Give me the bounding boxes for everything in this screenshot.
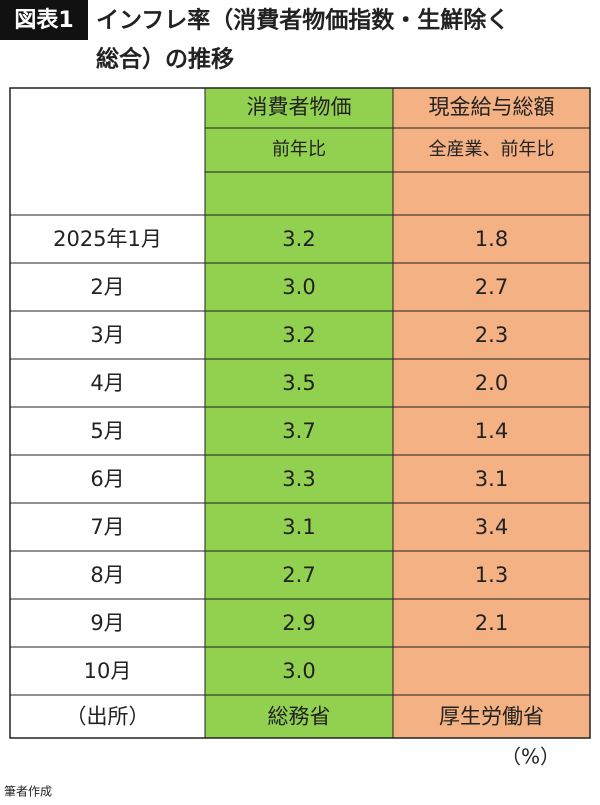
cell [204, 87, 394, 129]
cell [392, 358, 591, 408]
cell [392, 262, 591, 312]
cell [204, 454, 394, 504]
cell [204, 502, 394, 552]
cell [9, 454, 206, 504]
cell-value: 総務省 [268, 705, 331, 729]
cell [392, 171, 591, 216]
cell [392, 214, 591, 264]
cell [392, 502, 591, 552]
cell-value: 1.4 [475, 419, 508, 443]
badge-bg [0, 0, 88, 40]
cell-value: 3.7 [282, 419, 315, 443]
cell-value: 3.3 [282, 467, 315, 491]
cell [204, 310, 394, 360]
unit: （%） [501, 745, 560, 769]
header: 前年比 [272, 139, 326, 160]
header: 全産業、前年比 [429, 139, 555, 160]
cell-value: 3.2 [282, 227, 315, 251]
cell [392, 646, 591, 696]
cell [204, 171, 394, 216]
cell-value: 3.0 [282, 275, 315, 299]
cell [10, 88, 205, 215]
row-label: 9月 [90, 611, 124, 635]
cell-value: 3.0 [282, 659, 315, 683]
cell [204, 127, 394, 173]
row-label: 4月 [90, 371, 124, 395]
cell-value: 2.7 [282, 563, 315, 587]
cell-value: 2.1 [475, 611, 508, 635]
row-label: （出所） [66, 705, 150, 729]
row-label: 2025年1月 [53, 227, 162, 251]
row-label: 3月 [90, 323, 124, 347]
cell [204, 406, 394, 456]
row-label: 7月 [90, 515, 124, 539]
table-border [9, 87, 591, 739]
cell-value: 1.3 [475, 563, 508, 587]
cell [392, 406, 591, 456]
cell [392, 694, 591, 739]
header: 現金給与総額 [429, 95, 555, 119]
badge: 図表1 [14, 8, 73, 33]
cell [392, 310, 591, 360]
cell-value: 厚生労働省 [439, 705, 544, 729]
title-line: インフレ率（消費者物価指数・生鮮除く [96, 7, 509, 34]
cell-value: 2.0 [475, 371, 508, 395]
cell-value: 3.1 [475, 467, 508, 491]
cell [9, 550, 206, 600]
row-label: 2月 [90, 275, 124, 299]
cell-value: 3.2 [282, 323, 315, 347]
header: 消費者物価 [247, 95, 352, 119]
cell-value: 2.3 [475, 323, 508, 347]
cell-value: 2.9 [282, 611, 315, 635]
cell-value: 3.1 [282, 515, 315, 539]
cell [204, 694, 394, 739]
cell [9, 406, 206, 456]
cell [204, 358, 394, 408]
row-label: 8月 [90, 563, 124, 587]
row-label: 10月 [84, 659, 132, 683]
cell [204, 598, 394, 648]
cell-value: 2.7 [475, 275, 508, 299]
cell [204, 262, 394, 312]
cell [9, 502, 206, 552]
title-line: 総合）の推移 [96, 46, 234, 73]
note: 筆者作成 [4, 785, 52, 799]
cell [392, 598, 591, 648]
cell [392, 454, 591, 504]
cell-value: 3.4 [475, 515, 508, 539]
row-label: 5月 [90, 419, 124, 443]
cell-value: 1.8 [475, 227, 508, 251]
cell [9, 358, 206, 408]
cell-value: 3.5 [282, 371, 315, 395]
row-label: 6月 [90, 467, 124, 491]
cell [9, 598, 206, 648]
